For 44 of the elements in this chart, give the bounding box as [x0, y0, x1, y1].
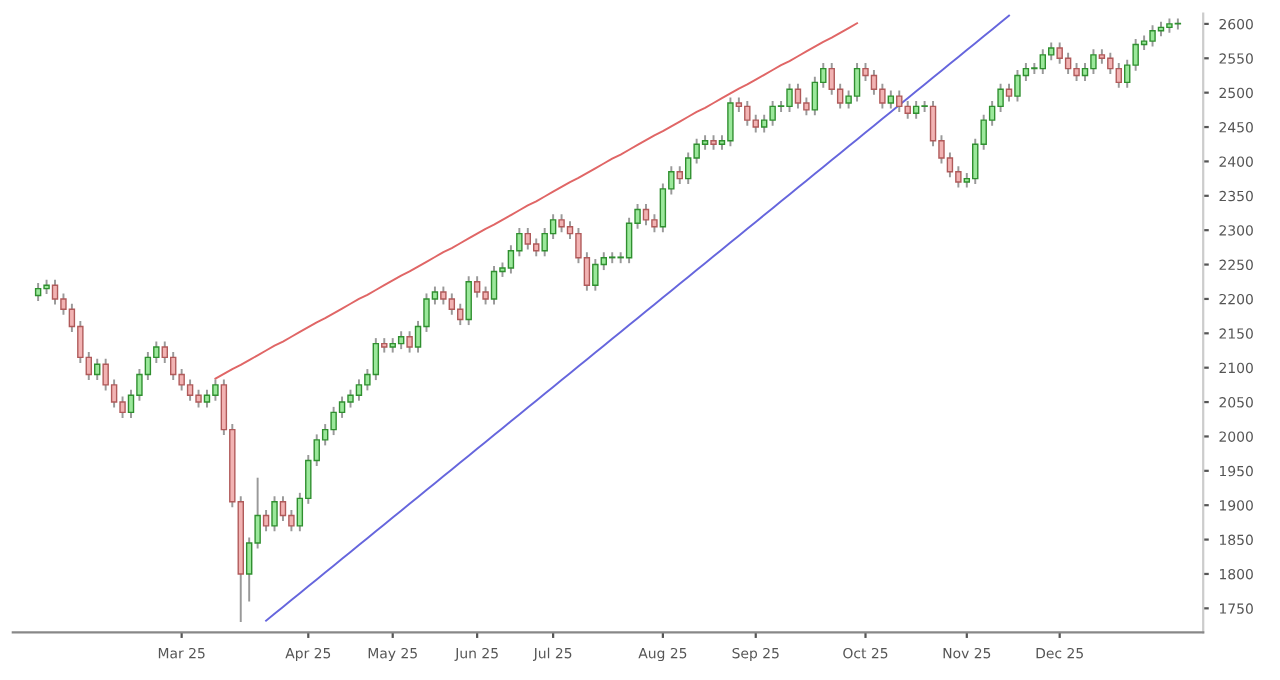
candlestick: [870, 69, 878, 96]
candlestick: [828, 62, 835, 96]
candlestick: [541, 227, 548, 258]
candlestick: [1149, 24, 1156, 48]
candlestick: [372, 337, 380, 382]
candlestick: [473, 275, 481, 299]
candlestick: [625, 216, 633, 265]
candlestick: [1039, 48, 1047, 76]
candlestick: [744, 99, 751, 127]
line-series: [265, 14, 1010, 622]
candlestick: [853, 62, 861, 103]
candlestick: [684, 151, 692, 186]
candlestick: [769, 99, 776, 127]
candlestick: [406, 330, 413, 354]
candlestick: [51, 278, 59, 306]
candlestick: [1056, 41, 1063, 65]
candlestick: [169, 350, 177, 382]
candlestick: [786, 82, 793, 113]
candlestick: [642, 203, 650, 227]
candlestick: [465, 275, 472, 327]
candlestick: [727, 96, 734, 148]
line-series: [214, 22, 859, 380]
candlestick: [955, 165, 962, 189]
candlestick: [592, 258, 599, 292]
candlestick: [212, 378, 219, 402]
candlestick: [288, 509, 295, 533]
candlestick: [490, 264, 498, 306]
candlestick: [279, 495, 287, 522]
candlestick: [1115, 62, 1123, 89]
candlestick: [896, 89, 903, 113]
candlestick: [1090, 48, 1097, 76]
candlestick: [448, 292, 456, 316]
candlestick: [355, 378, 363, 402]
candlestick: [330, 405, 337, 437]
candlestick: [879, 82, 886, 110]
candlestick: [997, 82, 1004, 113]
candlestick: [271, 495, 278, 533]
candlestick: [1107, 51, 1114, 76]
candlestick: [1014, 69, 1021, 103]
candlestick: [794, 82, 802, 110]
candlestick: [811, 75, 819, 117]
candlestick: [262, 509, 270, 533]
candlestick: [524, 227, 532, 251]
candlestick: [186, 378, 194, 402]
